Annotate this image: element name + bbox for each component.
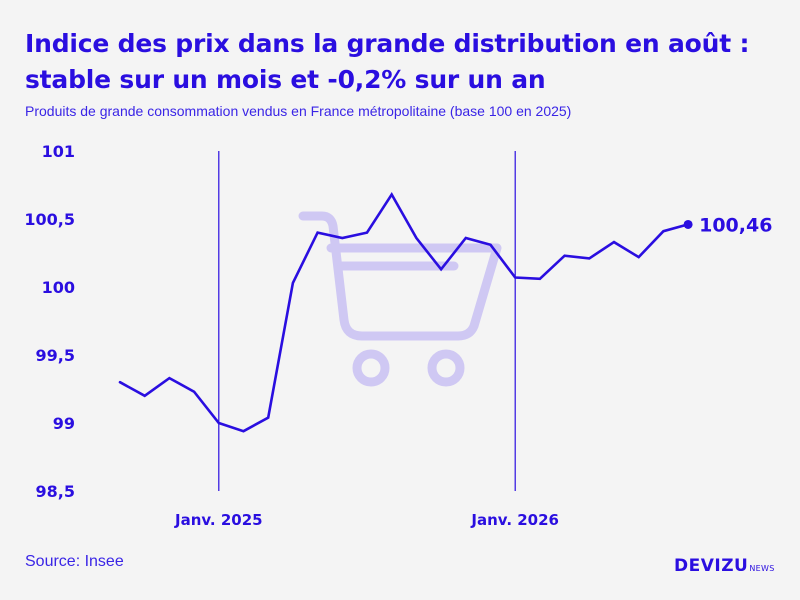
x-tick-label: Janv. 2026 (470, 511, 559, 529)
shopping-cart-icon (298, 211, 502, 387)
y-tick-label: 100 (42, 278, 75, 297)
logo-sub-text: NEWS (749, 564, 775, 573)
source-note: Source: Insee (25, 553, 124, 570)
last-point-marker (683, 219, 693, 229)
x-tick-label: Janv. 2025 (174, 511, 263, 529)
title-line-1: Indice des prix dans la grande distribut… (25, 29, 750, 58)
brand-logo: DEVIZUNEWS (674, 556, 775, 576)
y-tick-label: 99,5 (36, 346, 75, 365)
chart-subtitle: Produits de grande consommation vendus e… (25, 103, 572, 119)
series-layer: 100,46 (118, 191, 772, 433)
y-tick-label: 101 (42, 142, 75, 161)
y-tick-label: 98,5 (36, 482, 75, 501)
series-line (118, 191, 690, 433)
y-tick-label: 99 (53, 414, 75, 433)
chart-title: Indice des prix dans la grande distribut… (25, 26, 749, 98)
y-tick-label: 100,5 (24, 210, 75, 229)
logo-main-text: DEVIZU (674, 556, 749, 576)
x-axis: Janv. 2025 Janv. 2026 (174, 151, 559, 529)
watermark-cart (298, 211, 502, 387)
y-axis: 101 100,5 100 99,5 99 98,5 (24, 142, 75, 501)
title-line-2: stable sur un mois et -0,2% sur un an (25, 65, 546, 94)
last-value-label: 100,46 (699, 214, 772, 236)
